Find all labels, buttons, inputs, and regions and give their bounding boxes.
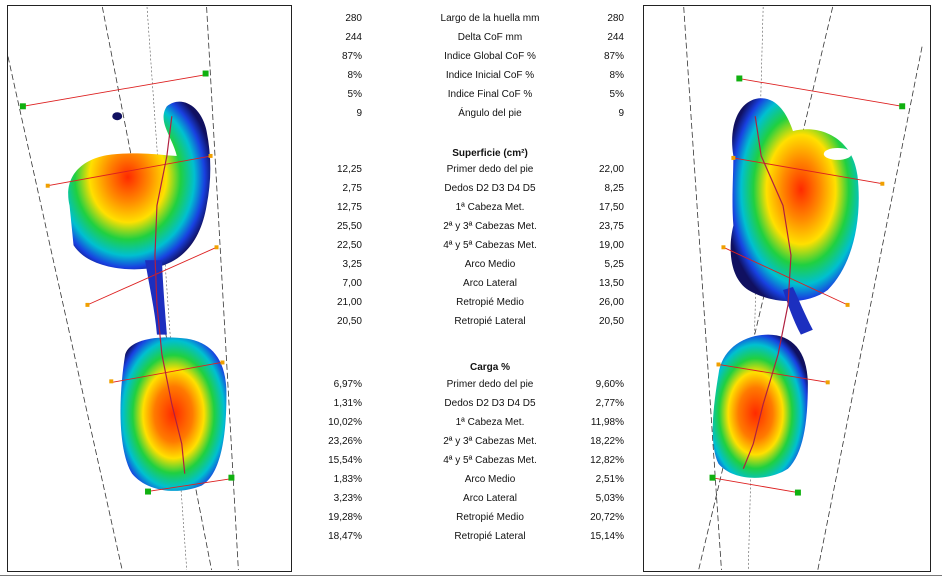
carga-left-value: 19,28% <box>328 512 362 523</box>
superficie-label: Dedos D2 D3 D4 D5 <box>444 183 536 194</box>
superficie-left-value: 25,50 <box>336 221 362 232</box>
carga-label: 2ª y 3ª Cabezas Met. <box>443 436 537 447</box>
superficie-label: Arco Medio <box>464 259 516 270</box>
left-foot-pressure-map <box>7 5 292 572</box>
summary-left-value: 8% <box>347 70 362 81</box>
superficie-label: Retropié Lateral <box>454 316 526 327</box>
superficie-label: 4ª y 5ª Cabezas Met. <box>443 240 537 251</box>
superficie-right-value: 8,25 <box>604 183 624 194</box>
summary-right-value: 244 <box>607 32 624 43</box>
superficie-left-value: 12,25 <box>336 164 362 175</box>
carga-right-value: 15,14% <box>590 531 624 542</box>
superficie-right-value: 13,50 <box>598 278 624 289</box>
summary-left-value: 87% <box>341 51 362 62</box>
superficie-label: 2ª y 3ª Cabezas Met. <box>443 221 537 232</box>
summary-label: Largo de la huella mm <box>440 13 540 24</box>
summary-right-value: 5% <box>609 89 624 100</box>
superficie-left-value: 3,25 <box>342 259 362 270</box>
summary-left-value: 9 <box>356 108 362 119</box>
summary-label: Indice Inicial CoF % <box>445 70 535 81</box>
superficie-left-value: 22,50 <box>336 240 362 251</box>
superficie-right-value: 20,50 <box>598 316 624 327</box>
carga-left-value: 6,97% <box>333 379 362 390</box>
carga-right-value: 9,60% <box>595 379 624 390</box>
carga-right-value: 20,72% <box>590 512 624 523</box>
carga-left-value: 18,47% <box>328 531 362 542</box>
summary-right-value: 8% <box>609 70 624 81</box>
carga-label: Retropié Medio <box>456 512 524 523</box>
superficie-right-value: 17,50 <box>598 202 624 213</box>
summary-label: Delta CoF mm <box>457 32 523 43</box>
summary-left-value: 244 <box>345 32 362 43</box>
carga-label: Arco Lateral <box>463 493 517 504</box>
superficie-right-value: 19,00 <box>598 240 624 251</box>
superficie-left-value: 20,50 <box>336 316 362 327</box>
carga-right-value: 12,82% <box>590 455 624 466</box>
carga-right-value: 2,77% <box>595 398 624 409</box>
carga-right-value: 18,22% <box>590 436 624 447</box>
bottom-divider <box>0 575 942 576</box>
carga-right-value: 2,51% <box>595 474 624 485</box>
superficie-left-value: 2,75 <box>342 183 362 194</box>
carga-right-value: 5,03% <box>595 493 624 504</box>
superficie-left-value: 7,00 <box>342 278 362 289</box>
carga-left-value: 1,83% <box>333 474 362 485</box>
superficie-left-value: 21,00 <box>336 297 362 308</box>
superficie-label: Primer dedo del pie <box>446 164 534 175</box>
superficie-label: 1ª Cabeza Met. <box>455 202 525 213</box>
carga-label: 4ª y 5ª Cabezas Met. <box>443 455 537 466</box>
summary-right-value: 87% <box>603 51 624 62</box>
right-foot-pressure-map <box>643 5 931 572</box>
carga-left-value: 10,02% <box>328 417 362 428</box>
carga-left-value: 23,26% <box>328 436 362 447</box>
carga-label: Primer dedo del pie <box>446 379 534 390</box>
carga-left-value: 15,54% <box>328 455 362 466</box>
superficie-heading: Superficie (cm²) <box>452 148 528 159</box>
carga-label: Dedos D2 D3 D4 D5 <box>444 398 536 409</box>
carga-right-value: 11,98% <box>590 417 624 428</box>
superficie-left-value: 12,75 <box>336 202 362 213</box>
summary-label: Indice Global CoF % <box>444 51 536 62</box>
carga-label: Retropié Lateral <box>454 531 526 542</box>
carga-label: 1ª Cabeza Met. <box>455 417 525 428</box>
left-foot-plot <box>8 6 239 571</box>
carga-left-value: 1,31% <box>333 398 362 409</box>
summary-label: Indice Final CoF % <box>447 89 533 100</box>
superficie-right-value: 5,25 <box>604 259 624 270</box>
summary-left-value: 5% <box>347 89 362 100</box>
superficie-right-value: 22,00 <box>598 164 624 175</box>
summary-label: Ángulo del pie <box>458 108 522 119</box>
superficie-right-value: 26,00 <box>598 297 624 308</box>
right-foot-plot <box>683 6 923 571</box>
carga-label: Arco Medio <box>464 474 516 485</box>
carga-left-value: 3,23% <box>333 493 362 504</box>
superficie-right-value: 23,75 <box>598 221 624 232</box>
carga-heading: Carga % <box>469 362 510 373</box>
summary-right-value: 280 <box>607 13 624 24</box>
summary-right-value: 9 <box>618 108 624 119</box>
superficie-label: Retropié Medio <box>456 297 524 308</box>
superficie-label: Arco Lateral <box>463 278 517 289</box>
summary-left-value: 280 <box>345 13 362 24</box>
